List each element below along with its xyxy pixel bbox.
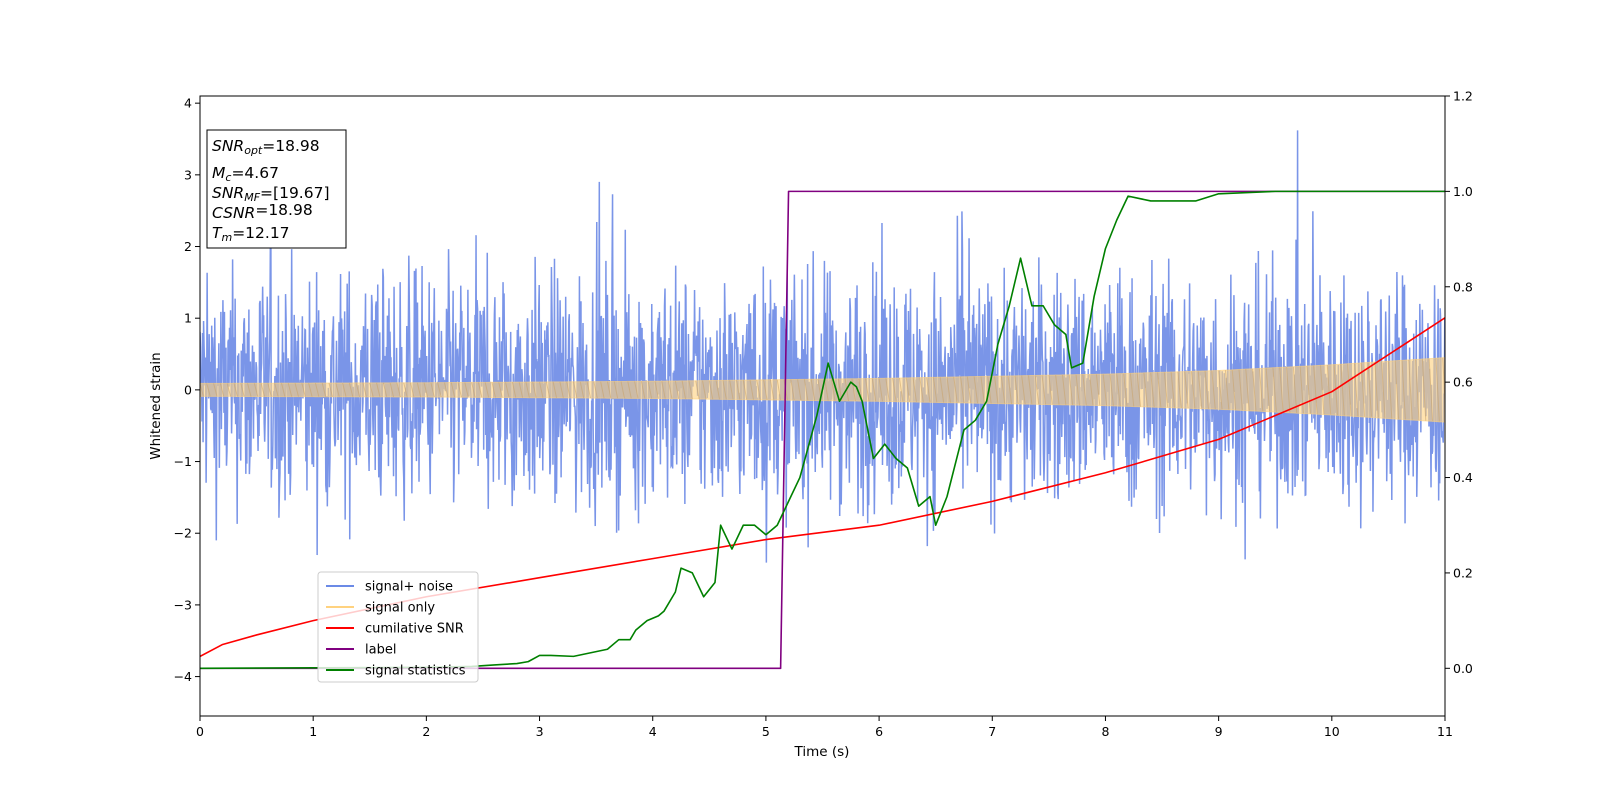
info-line-mc: Mc=4.67 (212, 164, 279, 184)
y-right-tick-label: 0.8 (1453, 279, 1473, 294)
x-tick-label: 8 (1101, 724, 1109, 739)
x-tick-label: 7 (988, 724, 996, 739)
y-left-tick-label: −3 (174, 597, 192, 612)
y-left-tick-label: 0 (184, 382, 192, 397)
y-left-tick-label: 2 (184, 239, 192, 254)
y-left-tick-label: −2 (174, 526, 192, 541)
series-signal-noise-line (200, 130, 1445, 563)
x-tick-label: 6 (875, 724, 883, 739)
y-left-tick-label: 1 (184, 311, 192, 326)
x-tick-label: 11 (1437, 724, 1453, 739)
legend-label-label: label (365, 643, 396, 658)
legend-label-signal-only: signal only (365, 601, 435, 616)
y-right-tick-label: 0.0 (1453, 661, 1473, 676)
y-right-tick-label: 0.6 (1453, 375, 1473, 390)
x-axis-label: Time (s) (794, 744, 850, 760)
info-box: SNRopt=18.98 Mc=4.67 SNRMF=[19.67] CSNR=… (206, 129, 347, 249)
x-tick-label: 10 (1324, 724, 1340, 739)
x-tick-label: 4 (649, 724, 657, 739)
x-tick-label: 0 (196, 724, 204, 739)
y-right-tick-label: 1.2 (1453, 89, 1473, 104)
y-left-tick-label: 4 (184, 96, 192, 111)
series-signal-statistics-line (200, 190, 1445, 670)
x-tick-label: 5 (762, 724, 770, 739)
legend-label-signal-statistics: signal statistics (365, 664, 466, 679)
y-right-tick-label: 0.4 (1453, 470, 1473, 485)
legend-frame (317, 571, 479, 683)
series-cumilative-snr-line (200, 317, 1445, 658)
y-right-tick-label: 0.2 (1453, 565, 1473, 580)
legend-label-signal-noise: signal+ noise (365, 580, 453, 595)
axis-ticks: 0 1 2 3 4 5 6 7 8 9 10 11 −4 −3 −2 −1 0 1 2 3 4 0.0 0.2 0.4 0.6 0… (174, 89, 1473, 740)
series-label-line (200, 190, 1445, 670)
series-signal-only-line (200, 357, 1445, 422)
x-tick-label: 2 (422, 724, 430, 739)
plot-frame (199, 95, 1446, 717)
x-tick-label: 3 (536, 724, 544, 739)
x-tick-label: 9 (1215, 724, 1223, 739)
y-left-tick-label: −4 (174, 669, 192, 684)
info-line-snr-opt: SNRopt=18.98 (212, 137, 320, 157)
legend: signal+ noise signal only cumilative SNR la… (317, 571, 479, 683)
info-line-csnr: CSNR=18.98 (212, 201, 313, 222)
legend-label-cumilative-snr: cumilative SNR (365, 622, 464, 637)
info-line-snr-mf: SNRMF=[19.67] (212, 184, 330, 204)
y-axis-label: Whitened strain (148, 352, 164, 459)
info-line-tm: Tm=12.17 (212, 224, 290, 244)
plot-series-layer (200, 130, 1445, 670)
x-tick-label: 1 (309, 724, 317, 739)
y-left-tick-label: −1 (174, 454, 192, 469)
info-box-frame (206, 129, 347, 249)
y-right-tick-label: 1.0 (1453, 184, 1473, 199)
y-left-tick-label: 3 (184, 167, 192, 182)
